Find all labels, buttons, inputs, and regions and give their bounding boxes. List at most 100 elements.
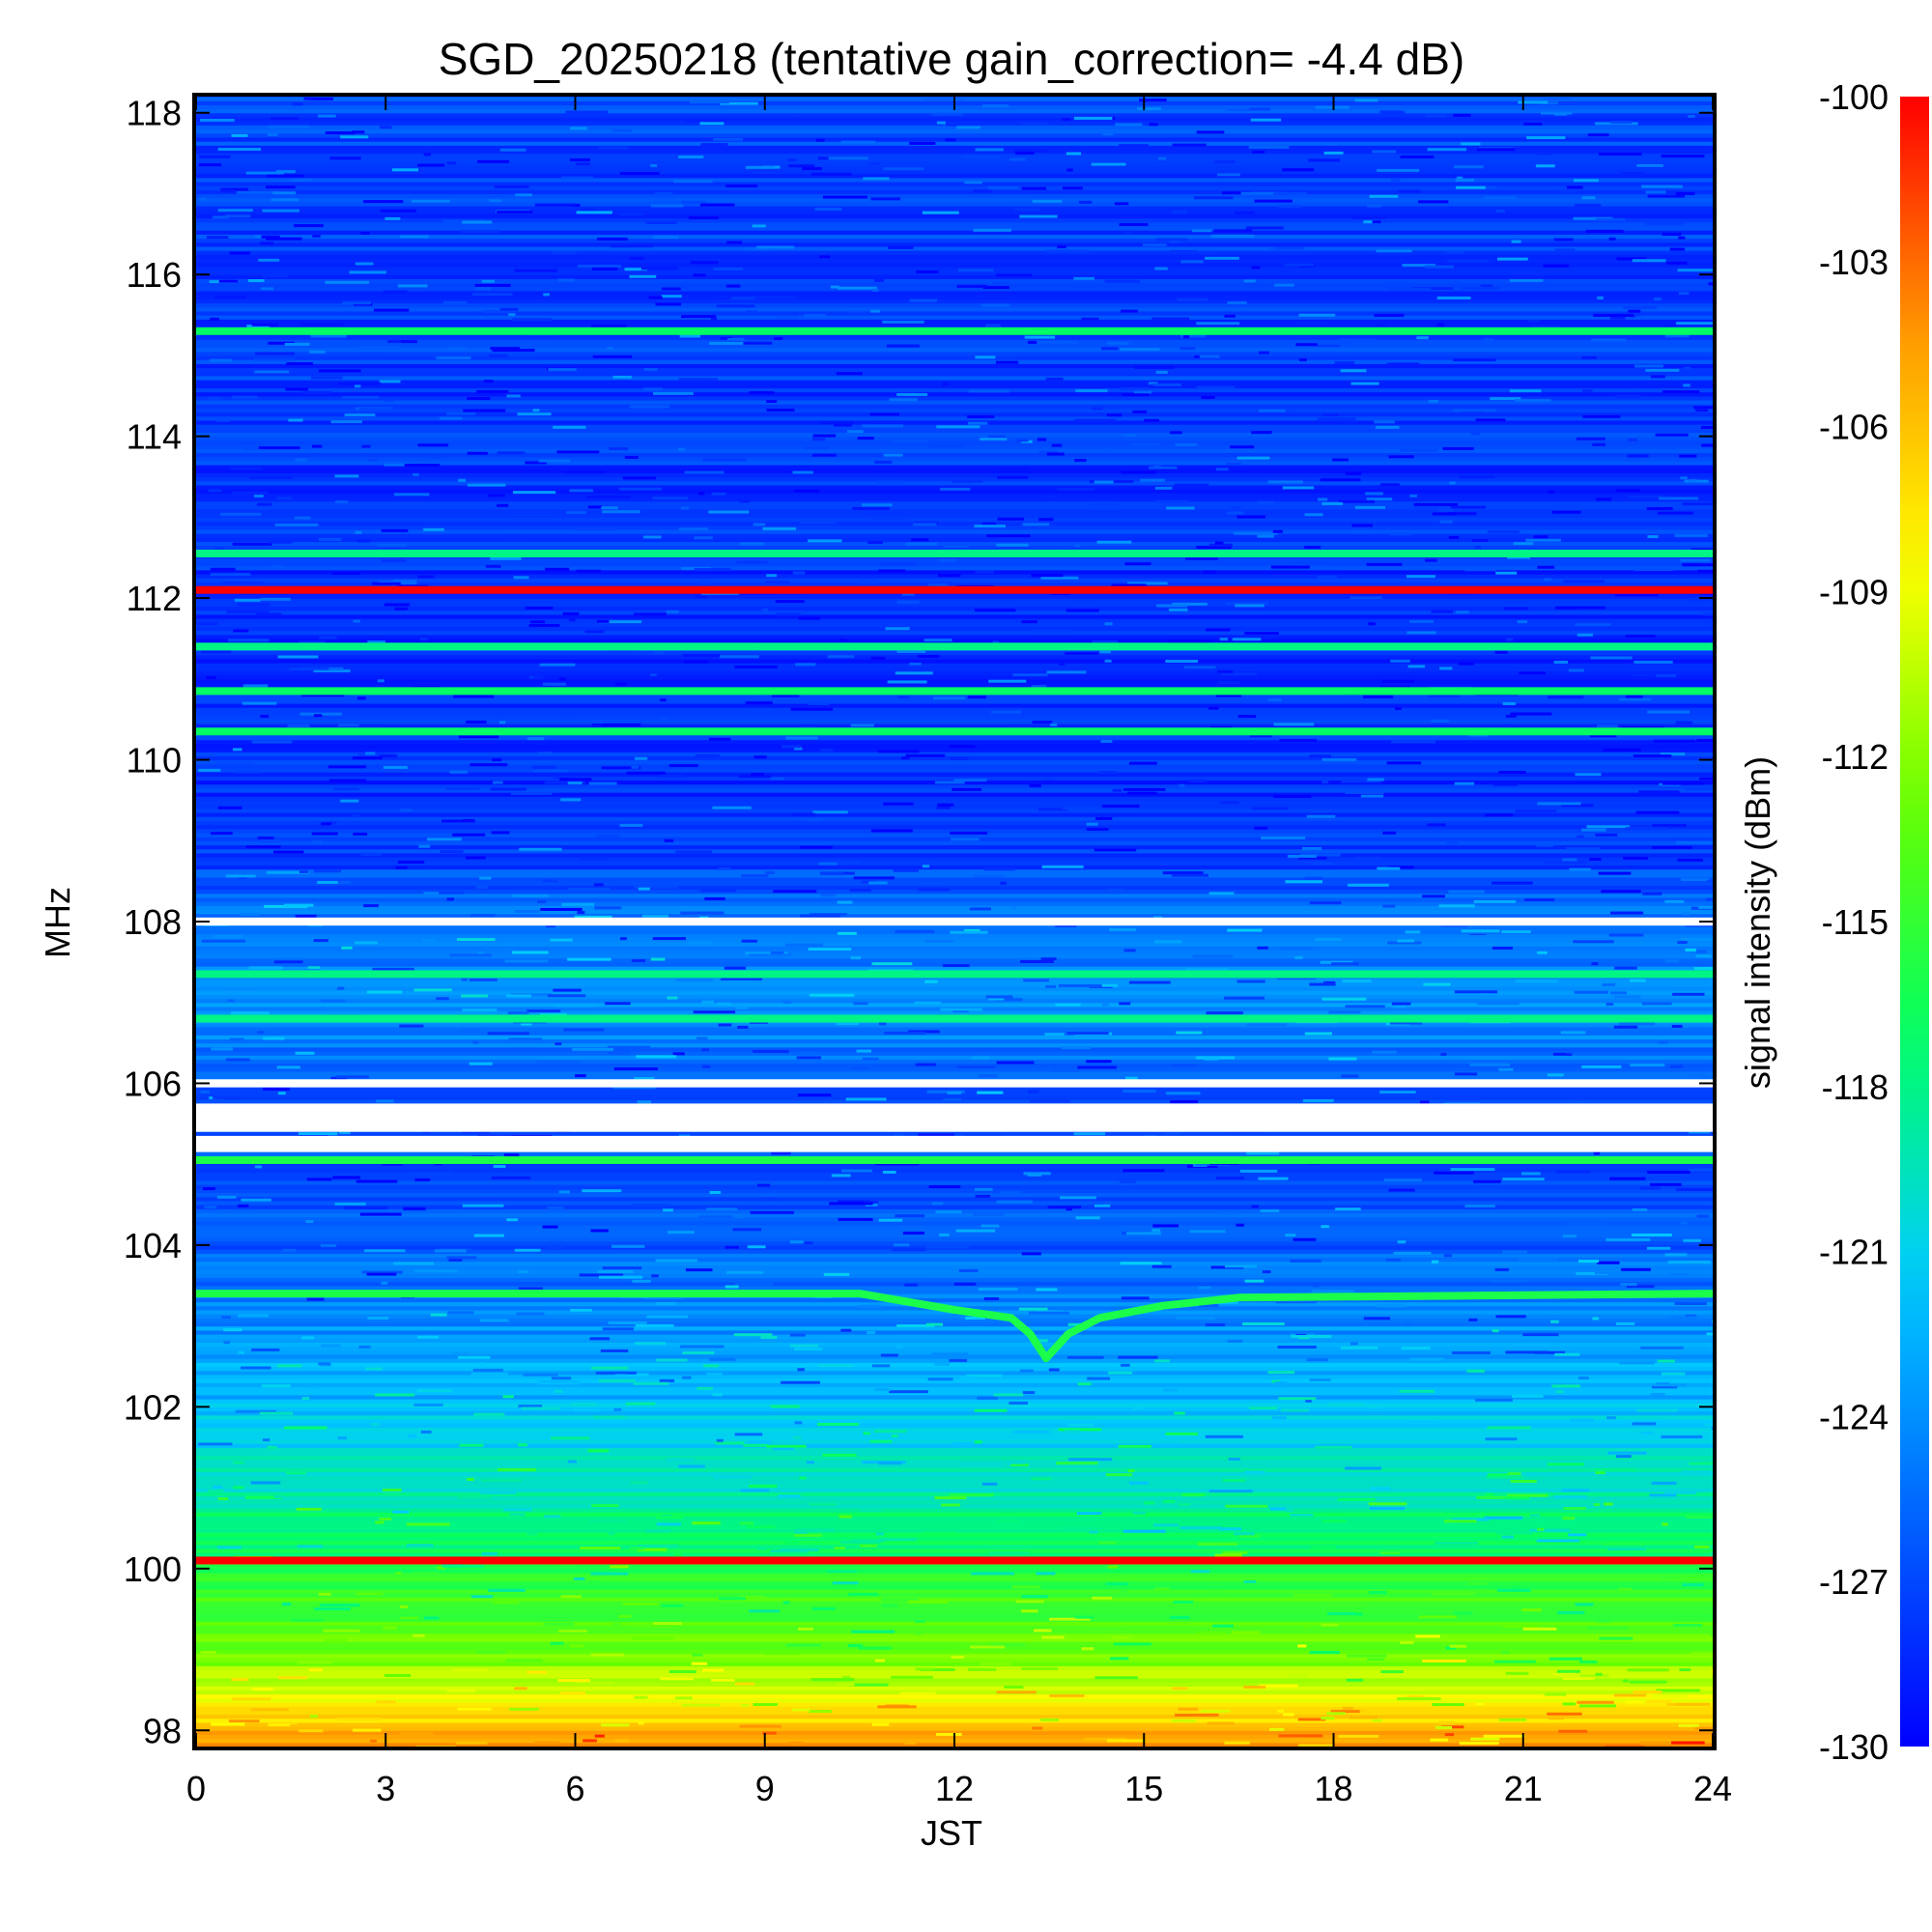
noise-speck: [457, 1495, 493, 1499]
noise-speck: [677, 447, 686, 451]
noise-speck: [952, 787, 982, 791]
freq-band: [196, 1301, 1713, 1307]
noise-speck: [1706, 1332, 1713, 1336]
noise-speck: [453, 695, 495, 698]
noise-speck: [1627, 438, 1638, 441]
noise-speck: [1531, 325, 1560, 328]
noise-speck: [634, 756, 648, 760]
noise-speck: [904, 1283, 918, 1287]
freq-band: [196, 1063, 1713, 1068]
noise-speck: [792, 470, 813, 474]
freq-band: [196, 480, 1713, 486]
noise-speck: [295, 1051, 315, 1055]
noise-speck: [735, 1006, 749, 1009]
noise-speck: [587, 505, 603, 509]
noise-speck: [734, 1282, 774, 1286]
noise-speck: [1652, 1385, 1678, 1389]
noise-speck: [282, 1248, 297, 1252]
noise-speck: [1041, 865, 1084, 868]
noise-speck: [629, 256, 644, 260]
noise-speck: [863, 1432, 870, 1435]
noise-speck: [991, 710, 1021, 714]
freq-band: [196, 1427, 1713, 1433]
noise-speck: [1273, 723, 1315, 726]
noise-speck: [1115, 123, 1143, 127]
noise-speck: [832, 1581, 859, 1585]
freq-band: [196, 824, 1713, 830]
freq-band: [196, 1540, 1713, 1546]
noise-speck: [1092, 639, 1119, 643]
noise-speck: [1163, 1499, 1176, 1503]
noise-speck: [734, 1682, 755, 1686]
noise-speck: [1464, 568, 1496, 572]
freq-band: [196, 998, 1713, 1004]
noise-speck: [262, 1438, 270, 1442]
noise-speck: [928, 1184, 961, 1188]
noise-speck: [484, 1193, 492, 1197]
noise-speck: [240, 912, 260, 916]
noise-speck: [1243, 279, 1256, 283]
noise-speck: [273, 850, 304, 854]
freq-band: [196, 145, 1713, 151]
noise-speck: [1278, 205, 1302, 209]
noise-speck: [472, 1368, 504, 1372]
noise-speck: [553, 425, 586, 429]
noise-speck: [1170, 431, 1182, 435]
noise-speck: [534, 203, 577, 207]
noise-speck: [1427, 823, 1446, 827]
noise-speck: [325, 130, 355, 134]
noise-speck: [639, 1544, 679, 1548]
noise-speck: [1227, 300, 1247, 304]
noise-speck: [1345, 1466, 1382, 1470]
freq-band: [196, 1475, 1713, 1481]
freq-band: [196, 1677, 1713, 1683]
noise-speck: [1040, 968, 1053, 972]
noise-speck: [1700, 426, 1713, 430]
noise-speck: [1652, 824, 1687, 828]
noise-speck: [560, 1595, 582, 1599]
noise-speck: [633, 1381, 669, 1385]
noise-speck: [1676, 840, 1713, 844]
station-lines: [196, 327, 1713, 1565]
noise-speck: [539, 663, 576, 667]
noise-speck: [406, 1544, 434, 1548]
noise-speck: [459, 735, 499, 739]
noise-speck: [406, 1522, 450, 1526]
noise-speck: [357, 539, 370, 543]
noise-speck: [473, 1234, 504, 1237]
noise-speck: [1617, 1704, 1624, 1708]
freq-band: [196, 1055, 1713, 1060]
noise-speck: [1244, 631, 1279, 635]
noise-speck: [749, 391, 775, 395]
freq-band: [196, 872, 1713, 878]
noise-speck: [277, 655, 319, 659]
noise-speck: [400, 235, 429, 239]
noise-speck: [1492, 881, 1533, 885]
noise-speck: [1219, 1527, 1242, 1531]
noise-speck: [1690, 1652, 1713, 1656]
freq-band: [196, 153, 1713, 158]
noise-speck: [1243, 1686, 1266, 1690]
noise-speck: [1381, 111, 1406, 115]
noise-speck: [675, 850, 713, 854]
noise-speck: [1249, 1406, 1278, 1410]
freq-band: [196, 561, 1713, 567]
noise-speck: [973, 189, 993, 193]
freq-band: [196, 149, 1713, 155]
freq-band: [196, 1205, 1713, 1209]
noise-speck: [660, 774, 686, 778]
noise-speck: [952, 479, 983, 483]
noise-speck: [1345, 471, 1361, 475]
noise-speck: [1635, 810, 1680, 814]
noise-speck: [232, 1697, 271, 1701]
noise-speck: [465, 856, 486, 860]
noise-speck: [1277, 977, 1317, 980]
noise-speck: [534, 1741, 560, 1745]
noise-speck: [517, 412, 552, 416]
noise-speck: [873, 279, 884, 283]
noise-speck: [818, 1364, 853, 1368]
noise-speck: [434, 1249, 467, 1253]
noise-speck: [208, 489, 222, 493]
noise-speck: [996, 1690, 1037, 1694]
freq-band: [196, 489, 1713, 494]
